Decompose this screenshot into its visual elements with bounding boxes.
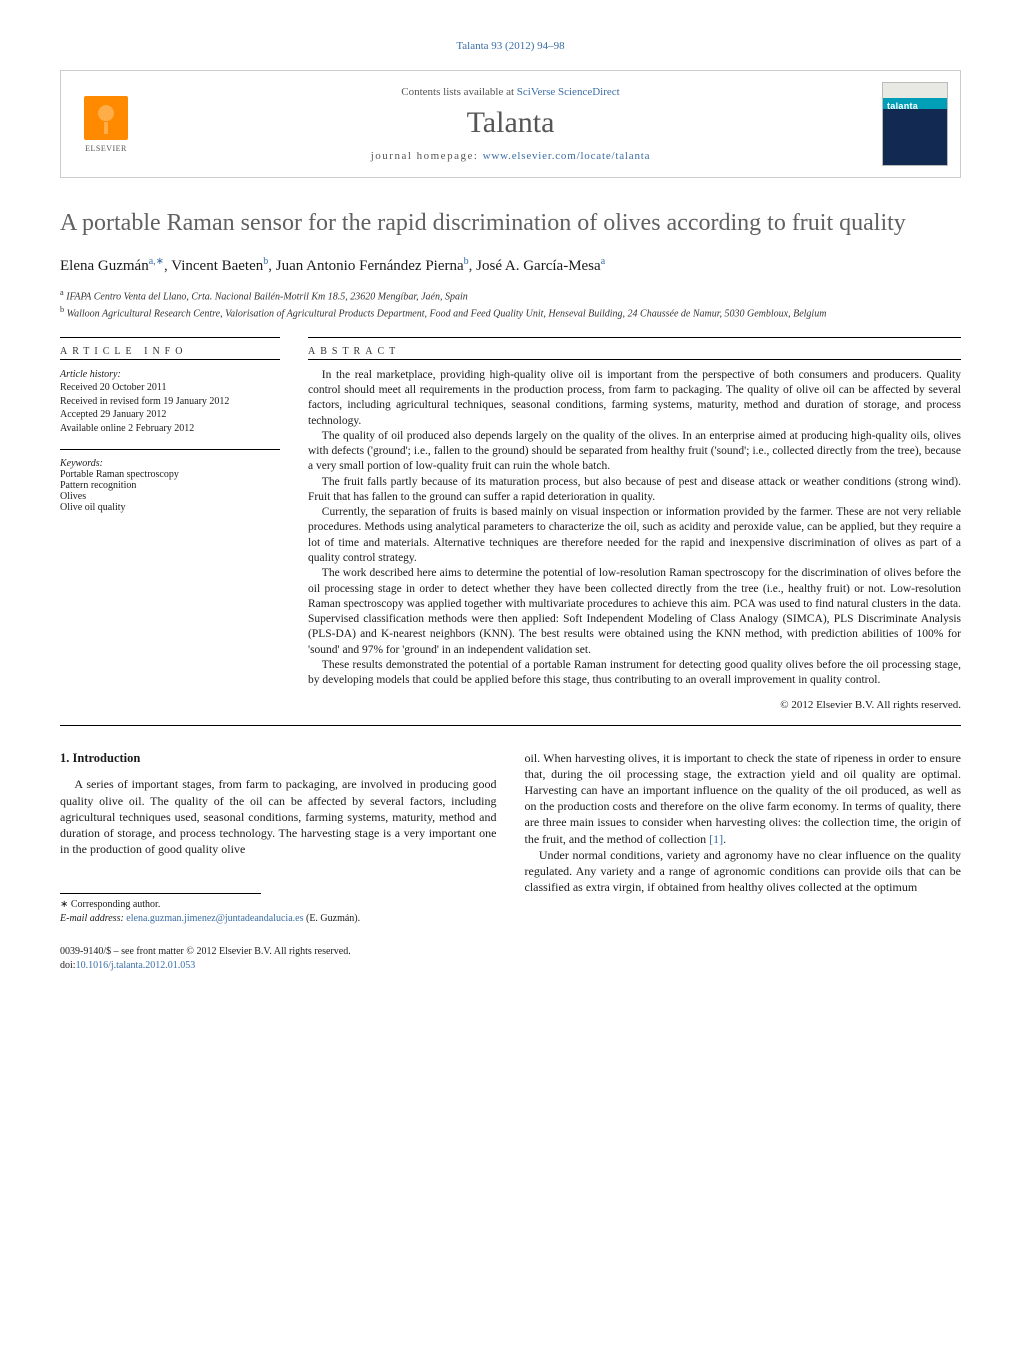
author-2-affil: b	[263, 256, 268, 267]
abstract-top-rule	[308, 337, 961, 338]
page: Talanta 93 (2012) 94–98 ELSEVIER Content…	[0, 0, 1021, 1022]
keyword-1: Pattern recognition	[60, 480, 280, 491]
body-p3: Under normal conditions, variety and agr…	[525, 847, 962, 896]
affiliation-a-text: IFAPA Centro Venta del Llano, Crta. Naci…	[66, 291, 468, 302]
keyword-0: Portable Raman spectroscopy	[60, 469, 280, 480]
sciencedirect-link[interactable]: SciVerse ScienceDirect	[517, 86, 620, 98]
affiliation-b-text: Walloon Agricultural Research Centre, Va…	[67, 308, 827, 319]
masthead: ELSEVIER Contents lists available at Sci…	[60, 70, 961, 178]
elsevier-tree-icon	[84, 96, 128, 140]
journal-homepage-line: journal homepage: www.elsevier.com/locat…	[371, 150, 651, 162]
email-label: E-mail address:	[60, 913, 126, 924]
keyword-3: Olive oil quality	[60, 502, 280, 513]
journal-name: Talanta	[467, 106, 555, 140]
citation-link[interactable]: Talanta 93 (2012) 94–98	[456, 40, 564, 52]
history-online: Available online 2 February 2012	[60, 422, 280, 436]
ref-1-link[interactable]: [1]	[709, 832, 723, 846]
affiliation-a: a IFAPA Centro Venta del Llano, Crta. Na…	[60, 287, 961, 304]
body-p2: oil. When harvesting olives, it is impor…	[525, 750, 962, 847]
footnotes-block: ∗ Corresponding author. E-mail address: …	[60, 893, 497, 925]
author-3: Juan Antonio Fernández Pierna	[276, 258, 464, 274]
keyword-2: Olives	[60, 491, 280, 502]
page-footer: 0039-9140/$ – see front matter © 2012 El…	[60, 945, 961, 972]
corresponding-email-link[interactable]: elena.guzman.jimenez@juntadeandalucia.es	[126, 913, 303, 924]
doi-line: doi:10.1016/j.talanta.2012.01.053	[60, 959, 961, 973]
article-info-column: ARTICLE INFO Article history: Received 2…	[60, 337, 280, 711]
abstract-p6: These results demonstrated the potential…	[308, 658, 961, 689]
email-tail: (E. Guzmán).	[303, 913, 360, 924]
abstract-column: ABSTRACT In the real marketplace, provid…	[308, 337, 961, 711]
doi-label: doi:	[60, 960, 76, 971]
running-head-citation: Talanta 93 (2012) 94–98	[60, 40, 961, 52]
abstract-bottom-rule	[60, 725, 961, 726]
body-p2-pre: oil. When harvesting olives, it is impor…	[525, 751, 962, 846]
homepage-prefix: journal homepage:	[371, 150, 483, 162]
history-received: Received 20 October 2011	[60, 381, 280, 395]
affiliations: a IFAPA Centro Venta del Llano, Crta. Na…	[60, 287, 961, 321]
article-info-label: ARTICLE INFO	[60, 346, 280, 357]
abstract-p5: The work described here aims to determin…	[308, 566, 961, 658]
front-matter-line: 0039-9140/$ – see front matter © 2012 El…	[60, 945, 961, 959]
info-top-rule	[60, 337, 280, 338]
article-history: Article history: Received 20 October 201…	[60, 368, 280, 436]
contents-prefix: Contents lists available at	[401, 86, 516, 98]
cover-brand-text: talanta	[887, 101, 918, 111]
abstract-p1: In the real marketplace, providing high-…	[308, 368, 961, 429]
masthead-center: Contents lists available at SciVerse Sci…	[151, 71, 870, 177]
history-revised: Received in revised form 19 January 2012	[60, 395, 280, 409]
affiliation-b: b Walloon Agricultural Research Centre, …	[60, 304, 961, 321]
footnote-rule	[60, 893, 261, 894]
body-two-column: 1. Introduction A series of important st…	[60, 750, 961, 926]
corresponding-author-note: ∗ Corresponding author.	[60, 898, 497, 912]
journal-cover-thumb: talanta	[883, 83, 947, 165]
author-list: Elena Guzmána,∗, Vincent Baetenb, Juan A…	[60, 256, 961, 275]
section-1-heading: 1. Introduction	[60, 750, 497, 767]
cover-thumb-cell: talanta	[870, 71, 960, 177]
author-4: José A. García-Mesa	[476, 258, 601, 274]
article-title: A portable Raman sensor for the rapid di…	[60, 208, 961, 238]
abstract-body: In the real marketplace, providing high-…	[308, 368, 961, 689]
contents-lists-line: Contents lists available at SciVerse Sci…	[401, 86, 619, 98]
abstract-p3: The fruit falls partly because of its ma…	[308, 475, 961, 506]
history-label: Article history:	[60, 368, 280, 382]
history-accepted: Accepted 29 January 2012	[60, 408, 280, 422]
journal-homepage-link[interactable]: www.elsevier.com/locate/talanta	[483, 150, 651, 162]
publisher-logo-cell: ELSEVIER	[61, 71, 151, 177]
author-1-affil: a,∗	[149, 256, 164, 267]
abstract-p4: Currently, the separation of fruits is b…	[308, 505, 961, 566]
body-p1: A series of important stages, from farm …	[60, 776, 497, 857]
abstract-label: ABSTRACT	[308, 346, 961, 357]
abstract-copyright: © 2012 Elsevier B.V. All rights reserved…	[308, 699, 961, 711]
body-p2-post: .	[723, 832, 726, 846]
elsevier-logo: ELSEVIER	[76, 89, 136, 159]
author-4-affil: a	[601, 256, 605, 267]
email-line: E-mail address: elena.guzman.jimenez@jun…	[60, 912, 497, 926]
doi-link[interactable]: 10.1016/j.talanta.2012.01.053	[76, 960, 196, 971]
abstract-mid-rule	[308, 359, 961, 360]
abstract-p2: The quality of oil produced also depends…	[308, 429, 961, 475]
keywords-top-rule	[60, 449, 280, 450]
author-1: Elena Guzmán	[60, 258, 149, 274]
info-mid-rule	[60, 359, 280, 360]
author-2: Vincent Baeten	[171, 258, 263, 274]
keywords-label: Keywords:	[60, 458, 280, 469]
info-abstract-row: ARTICLE INFO Article history: Received 2…	[60, 337, 961, 711]
elsevier-wordmark: ELSEVIER	[85, 144, 127, 153]
author-3-affil: b	[464, 256, 469, 267]
